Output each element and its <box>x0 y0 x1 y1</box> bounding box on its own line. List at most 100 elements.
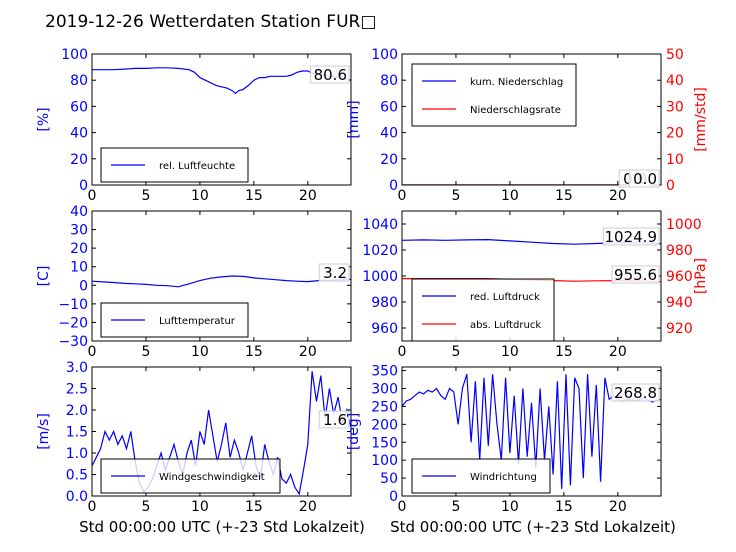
precipitation-y-right-tick-label: 50 <box>666 47 684 63</box>
windspeed-last-value: 1.6 <box>323 411 347 429</box>
pressure-legend-entry: abs. Luftdruck <box>470 320 541 331</box>
winddirection-last-value: 268.8 <box>614 384 657 402</box>
temperature-y-tick-label: 30 <box>70 223 88 239</box>
pressure-reduced-value-box <box>602 227 660 246</box>
pressure-y-right-tick-label: 980 <box>666 243 693 259</box>
temperature-y-tick-label: −30 <box>58 334 88 350</box>
humidity-x-tick-label: 5 <box>141 188 150 204</box>
pressure-legend-entry: red. Luftdruck <box>470 292 540 303</box>
temperature-x-tick-label: 20 <box>299 344 317 360</box>
humidity-y-axis-label: [%] <box>36 107 52 131</box>
temperature-y-axis-label: [C] <box>36 266 52 287</box>
winddirection-legend-entry: Windrichtung <box>470 472 537 483</box>
figure-title: 2019-12-26 Wetterdaten Station FUR□ <box>45 12 376 32</box>
pressure-y-tick-label: 980 <box>371 295 398 311</box>
humidity-x-tick-label: 20 <box>299 188 317 204</box>
temperature-y-tick-label: −20 <box>58 315 88 331</box>
windspeed-panel: 0 5 10 15 20 0.0 0.5 1.0 1.5 2.0 2.5 3.0 [m/s] 1.6 Win… <box>36 360 352 515</box>
winddirection-x-tick-label: 10 <box>501 499 519 515</box>
temperature-x-tick-label: 0 <box>88 344 97 360</box>
windspeed-x-tick-label: 20 <box>299 499 317 515</box>
pressure-legend-box <box>411 278 555 342</box>
precipitation-x-tick-label: 20 <box>609 188 627 204</box>
precipitation-y-axis-label: [mm] <box>346 100 362 138</box>
windspeed-y-tick-label: 0.0 <box>66 489 88 505</box>
pressure-reduced-value: 1024.9 <box>605 228 658 246</box>
precipitation-y-right-tick-label: 30 <box>666 99 684 115</box>
pressure-y-right-axis-label: [hPa] <box>693 258 709 294</box>
winddirection-y-tick-label: 350 <box>371 364 398 380</box>
temperature-panel: 0 5 10 15 20 −30 −20 −10 0 10 20 30 40 [C] 3.2 Lufttemp… <box>36 204 352 360</box>
windspeed-x-tick-label: 0 <box>88 499 97 515</box>
precipitation-y-tick-label: 40 <box>380 126 398 142</box>
pressure-x-tick-label: 10 <box>501 344 519 360</box>
precipitation-x-tick-label: 10 <box>501 188 519 204</box>
windspeed-x-tick-label: 5 <box>141 499 150 515</box>
humidity-y-tick-label: 20 <box>70 152 88 168</box>
winddirection-y-tick-label: 200 <box>371 417 398 433</box>
winddirection-panel: 0 5 10 15 20050100150200250300350[deg]268.8W… <box>346 364 662 515</box>
pressure-y-right-tick-label: 920 <box>666 321 693 337</box>
windspeed-y-tick-label: 3.0 <box>66 360 88 376</box>
winddirection-y-axis-label: [deg] <box>346 413 362 450</box>
precipitation-y-right-tick-label: 0 <box>666 178 675 194</box>
winddirection-y-tick-label: 0 <box>389 489 398 505</box>
temperature-x-tick-label: 15 <box>245 344 263 360</box>
windspeed-y-axis-label: [m/s] <box>36 413 52 450</box>
windspeed-last-value-box <box>318 410 350 429</box>
precip-rate-value-box <box>628 169 660 188</box>
pressure-absolute-value: 955.6 <box>614 266 657 284</box>
temperature-y-tick-label: −10 <box>58 297 88 313</box>
precipitation-y-tick-label: 20 <box>380 152 398 168</box>
pressure-x-tick-label: 15 <box>555 344 573 360</box>
humidity-last-value-box <box>310 65 350 84</box>
winddirection-y-tick-label: 50 <box>380 471 398 487</box>
winddirection-y-tick-label: 150 <box>371 435 398 451</box>
pressure-x-tick-label: 20 <box>609 344 627 360</box>
humidity-y-tick-label: 100 <box>61 47 88 63</box>
humidity-x-tick-label: 0 <box>88 188 97 204</box>
precipitation-y-tick-label: 60 <box>380 99 398 115</box>
temperature-x-tick-label: 10 <box>191 344 209 360</box>
humidity-x-tick-label: 15 <box>245 188 263 204</box>
precipitation-x-tick-label: 5 <box>451 188 460 204</box>
pressure-y-tick-label: 1040 <box>362 217 398 233</box>
humidity-legend-box <box>100 147 249 183</box>
winddirection-axes-frame <box>401 366 662 497</box>
pressure-absolute-value-box <box>611 265 660 284</box>
winddirection-y-tick-label: 300 <box>371 382 398 398</box>
humidity-last-value: 80.6 <box>314 66 347 84</box>
humidity-legend-entry: rel. Luftfeuchte <box>159 161 235 172</box>
precipitation-y-right-tick-label: 20 <box>666 126 684 142</box>
precip-rate-value: 0.0 <box>633 170 657 188</box>
winddirection-x-tick-label: 5 <box>451 499 460 515</box>
humidity-y-tick-label: 0 <box>79 178 88 194</box>
pressure-y-right-tick-label: 1000 <box>666 217 702 233</box>
winddirection-x-tick-label: 15 <box>555 499 573 515</box>
temperature-y-tick-label: 0 <box>79 278 88 294</box>
humidity-panel: 0 5 10 15 20 0 20 40 60 80 100 [%] 80.6 rel. Luftfeuc… <box>36 47 352 204</box>
precip-legend-box <box>411 63 577 127</box>
precipitation-x-tick-label: 15 <box>555 188 573 204</box>
windspeed-y-tick-label: 2.0 <box>66 403 88 419</box>
pressure-x-tick-label: 5 <box>451 344 460 360</box>
precipitation-y-tick-label: 80 <box>380 73 398 89</box>
precipitation-y-right-tick-label: 10 <box>666 152 684 168</box>
winddirection-last-value-box <box>611 383 660 402</box>
pressure-panel: 0 5 10 15 20 960 980 1000 1020 1040 920 940 960 980 10… <box>362 210 709 360</box>
pressure-y-tick-label: 1000 <box>362 269 398 285</box>
winddirection-y-tick-label: 250 <box>371 399 398 415</box>
windspeed-y-tick-label: 1.5 <box>66 425 88 441</box>
precipitation-y-right-axis-label: [mm/std] <box>693 87 709 152</box>
precipitation-y-tick-label: 100 <box>371 47 398 63</box>
windspeed-y-tick-label: 1.0 <box>66 446 88 462</box>
windspeed-x-tick-label: 10 <box>191 499 209 515</box>
windspeed-y-tick-label: 2.5 <box>66 382 88 398</box>
pressure-y-right-tick-label: 940 <box>666 295 693 311</box>
temperature-y-tick-label: 10 <box>70 260 88 276</box>
pressure-x-tick-label: 0 <box>398 344 407 360</box>
humidity-y-tick-label: 60 <box>70 99 88 115</box>
precipitation-y-right-tick-label: 40 <box>666 73 684 89</box>
precipitation-axes-frame <box>401 53 662 186</box>
